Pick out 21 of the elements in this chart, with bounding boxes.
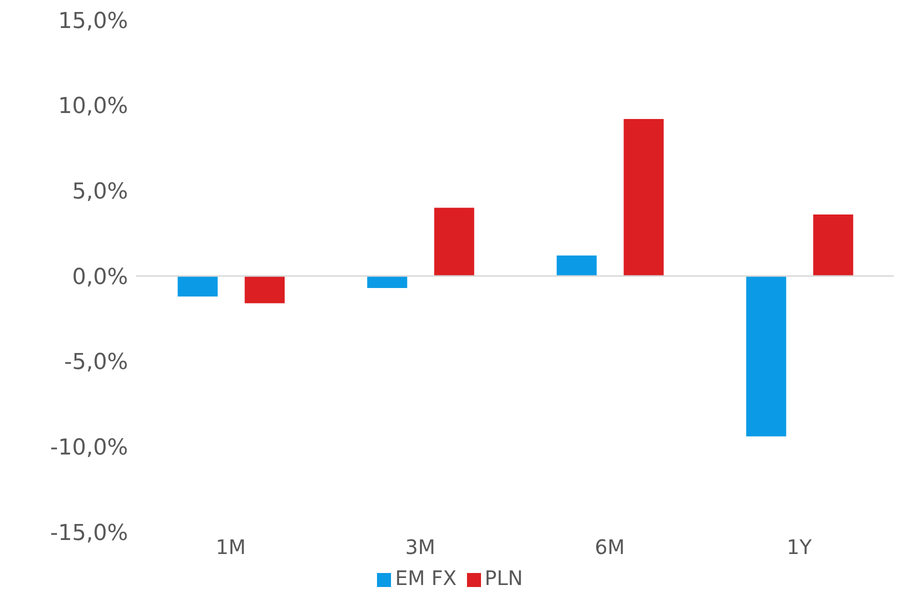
bar xyxy=(244,276,285,304)
x-tick-label: 1M xyxy=(216,535,246,560)
x-tick-label: 3M xyxy=(405,535,436,560)
x-tick-label: 6M xyxy=(594,535,625,560)
bar xyxy=(624,118,664,276)
y-tick-label: 15,0% xyxy=(58,8,128,34)
bar xyxy=(367,276,408,288)
legend-label: PLN xyxy=(484,566,523,590)
y-tick-label: 10,0% xyxy=(58,94,128,120)
y-tick-label: 5,0% xyxy=(72,179,128,204)
x-tick-label: 1Y xyxy=(786,535,812,560)
bar xyxy=(813,214,854,276)
legend-label: EM FX xyxy=(395,566,457,590)
y-tick-label: -15,0% xyxy=(50,520,128,546)
y-tick-label: -5,0% xyxy=(64,350,128,376)
bar xyxy=(746,276,786,436)
bar xyxy=(178,276,218,296)
y-tick-label: -10,0% xyxy=(50,435,128,460)
y-tick-label: 0,0% xyxy=(72,264,128,290)
bar xyxy=(556,256,597,276)
bar xyxy=(434,208,474,276)
